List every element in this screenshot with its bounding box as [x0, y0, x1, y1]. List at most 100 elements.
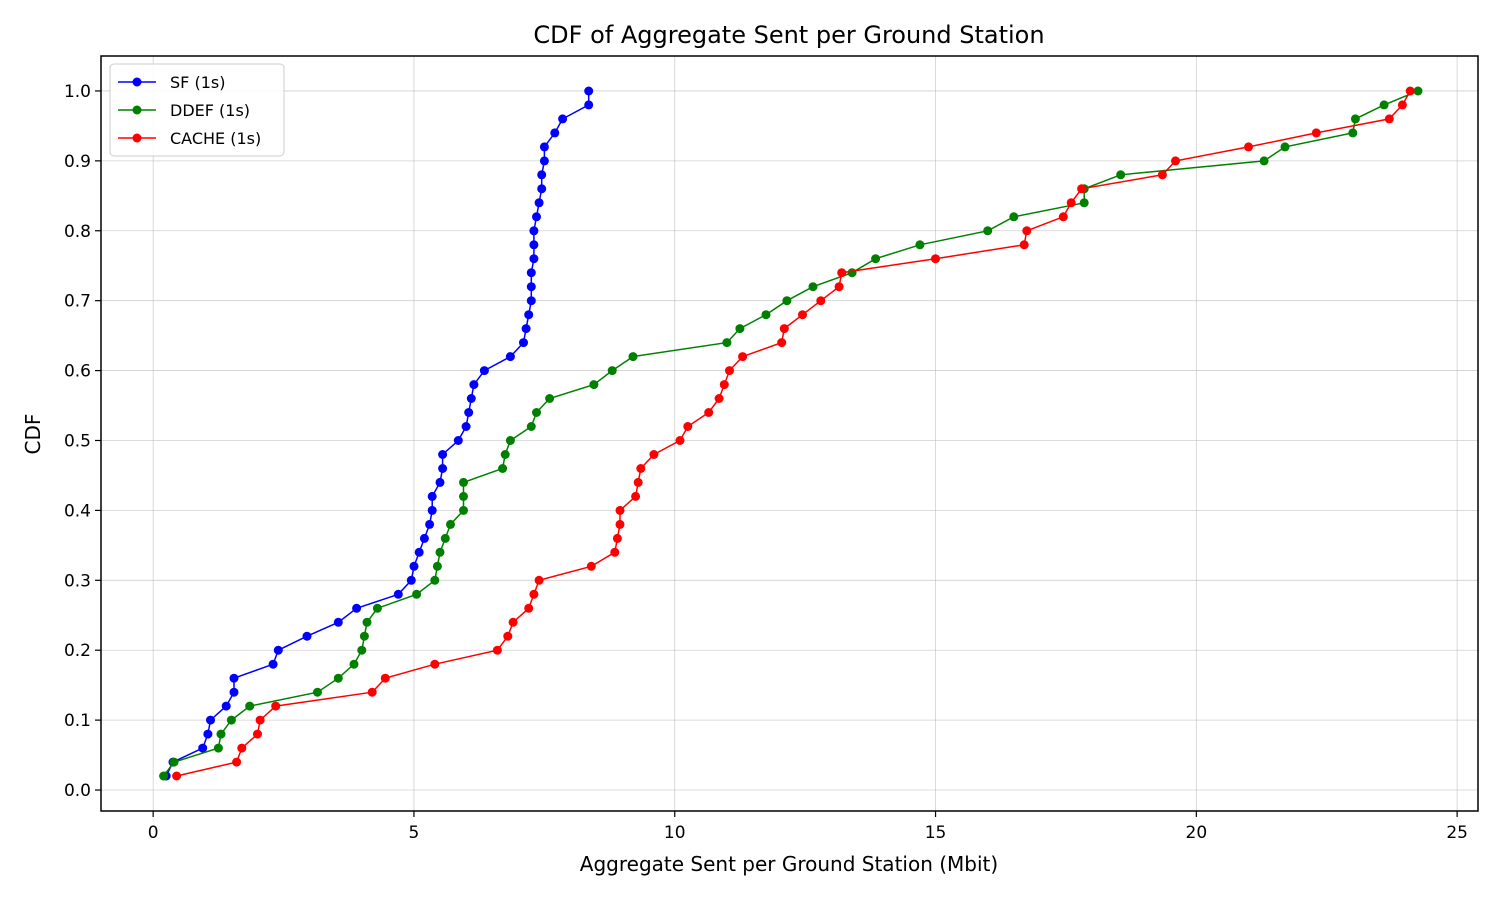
legend-marker-ddef-1s: [132, 105, 142, 115]
data-point-ddef-1s: [169, 757, 179, 767]
x-tick-label: 0: [148, 823, 159, 843]
data-point-cache-1s: [1405, 86, 1415, 96]
data-point-sf-1s: [427, 491, 437, 501]
data-point-ddef-1s: [545, 394, 555, 403]
legend-box: [109, 63, 285, 157]
data-point-ddef-1s: [915, 240, 925, 250]
data-point-ddef-1s: [430, 575, 440, 585]
data-point-sf-1s: [425, 519, 435, 529]
data-point-ddef-1s: [1259, 156, 1269, 166]
data-point-cache-1s: [1384, 114, 1394, 124]
x-tick-label: 10: [664, 823, 686, 843]
data-point-cache-1s: [503, 631, 513, 641]
data-point-ddef-1s: [1348, 128, 1358, 138]
data-point-cache-1s: [508, 617, 518, 627]
data-point-ddef-1s: [871, 254, 881, 264]
y-tick-label: 0.9: [64, 152, 91, 172]
data-point-sf-1s: [302, 631, 312, 641]
data-point-ddef-1s: [505, 436, 515, 445]
data-point-sf-1s: [534, 198, 544, 208]
data-point-sf-1s: [469, 380, 479, 390]
data-point-ddef-1s: [500, 450, 510, 459]
data-point-cache-1s: [367, 687, 377, 697]
data-point-ddef-1s: [245, 701, 255, 711]
data-point-sf-1s: [532, 212, 541, 222]
data-point-ddef-1s: [1350, 114, 1360, 124]
legend-label-sf-1s: SF (1s): [170, 73, 225, 92]
data-point-sf-1s: [409, 561, 419, 571]
data-point-sf-1s: [539, 142, 549, 152]
plot-frame: [100, 55, 1479, 812]
data-point-cache-1s: [1019, 240, 1029, 250]
data-point-ddef-1s: [359, 631, 369, 641]
data-point-ddef-1s: [440, 533, 450, 543]
data-point-sf-1s: [529, 240, 539, 250]
data-point-cache-1s: [524, 603, 534, 613]
data-point-cache-1s: [1058, 212, 1068, 222]
y-tick-label: 0.5: [64, 431, 91, 451]
series-group: [159, 86, 1423, 781]
data-point-ddef-1s: [213, 743, 223, 753]
x-tick-label: 20: [1186, 823, 1208, 843]
data-point-sf-1s: [505, 352, 515, 362]
data-point-ddef-1s: [372, 603, 382, 613]
y-tick-label: 0.6: [64, 362, 91, 382]
data-point-sf-1s: [526, 268, 536, 278]
data-point-cache-1s: [631, 491, 641, 501]
chart-title: CDF of Aggregate Sent per Ground Station: [533, 21, 1044, 49]
data-point-sf-1s: [435, 477, 445, 487]
data-point-ddef-1s: [1379, 100, 1389, 110]
legend-label-cache-1s: CACHE (1s): [170, 129, 261, 148]
data-point-sf-1s: [438, 464, 448, 473]
data-point-cache-1s: [834, 282, 844, 292]
data-point-cache-1s: [1244, 142, 1253, 152]
data-point-cache-1s: [633, 477, 643, 487]
data-point-sf-1s: [203, 729, 213, 739]
data-point-sf-1s: [537, 170, 547, 180]
data-point-ddef-1s: [808, 282, 818, 292]
data-point-sf-1s: [526, 282, 536, 292]
data-point-ddef-1s: [628, 352, 638, 362]
data-point-sf-1s: [221, 701, 231, 711]
data-point-ddef-1s: [459, 505, 468, 515]
data-point-ddef-1s: [446, 519, 455, 529]
data-point-cache-1s: [1311, 128, 1321, 138]
data-point-cache-1s: [719, 380, 729, 390]
data-point-ddef-1s: [216, 729, 226, 739]
series-cache-1s: [172, 86, 1415, 781]
axis-ticks: 0 5 10 15 20 25 0.0 0.1 0.2 0.3 0.4 0.5 0.6 0.7 0.8 0.9…: [64, 82, 1468, 843]
data-point-sf-1s: [524, 310, 534, 320]
data-point-cache-1s: [675, 436, 685, 445]
data-point-cache-1s: [615, 505, 625, 515]
legend-marker-cache-1s: [132, 133, 142, 143]
y-tick-label: 0.4: [64, 501, 91, 521]
data-point-sf-1s: [427, 505, 437, 515]
data-point-sf-1s: [521, 324, 531, 334]
data-point-cache-1s: [237, 743, 247, 753]
data-point-cache-1s: [492, 645, 502, 655]
data-point-ddef-1s: [412, 589, 422, 599]
data-point-cache-1s: [738, 352, 748, 362]
data-point-ddef-1s: [313, 687, 322, 697]
x-tick-label: 5: [409, 823, 420, 843]
series-ddef-1s: [159, 86, 1423, 781]
legend-marker-sf-1s: [132, 77, 142, 87]
data-point-ddef-1s: [333, 673, 343, 683]
legend: SF (1s) DDEF (1s) CACHE (1s): [109, 63, 285, 157]
data-point-sf-1s: [539, 156, 549, 166]
data-point-cache-1s: [615, 519, 625, 529]
data-point-sf-1s: [584, 86, 594, 96]
data-point-ddef-1s: [159, 771, 169, 781]
y-tick-label: 0.2: [64, 641, 91, 661]
y-tick-label: 0.0: [64, 781, 91, 801]
y-tick-label: 0.7: [64, 292, 91, 312]
data-point-cache-1s: [1157, 170, 1167, 180]
data-point-cache-1s: [837, 268, 847, 278]
y-axis-label: CDF: [21, 414, 45, 455]
data-point-sf-1s: [466, 394, 476, 403]
data-point-sf-1s: [198, 743, 208, 753]
data-point-cache-1s: [430, 659, 440, 669]
data-point-sf-1s: [229, 673, 239, 683]
data-point-cache-1s: [1397, 100, 1407, 110]
